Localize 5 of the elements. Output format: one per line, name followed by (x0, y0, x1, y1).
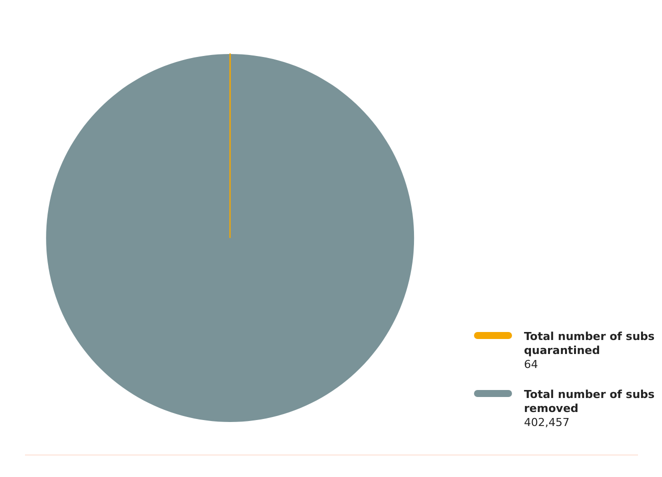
legend-label: Total number of subs quarantined (524, 330, 656, 357)
data-label: 402,457 (524, 416, 570, 429)
pie-slice (46, 54, 414, 422)
legend-label: Total number of subs removed (524, 388, 656, 415)
data-label: 64 (524, 358, 538, 371)
